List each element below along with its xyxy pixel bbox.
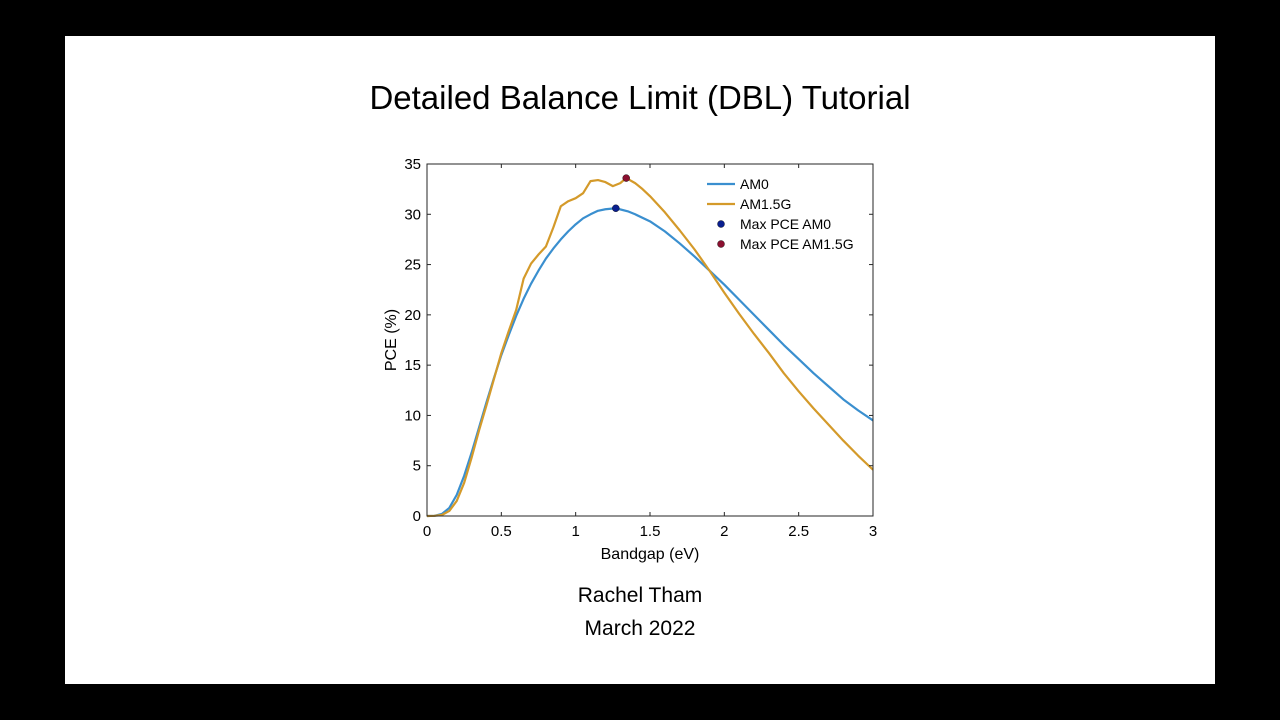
y-tick-label: 0	[413, 508, 421, 525]
x-tick-label: 3	[869, 523, 877, 540]
series-layer	[426, 174, 874, 518]
plot-area	[427, 164, 873, 516]
y-tick-label: 5	[413, 458, 421, 475]
legend-swatch	[717, 240, 725, 248]
marker-max-pce-am1-5g	[622, 174, 630, 182]
slide-title: Detailed Balance Limit (DBL) Tutorial	[369, 79, 911, 116]
marker-max-pce-am0	[612, 204, 620, 212]
y-tick-label: 15	[404, 357, 421, 374]
legend-swatch	[717, 220, 725, 228]
legend-label: AM1.5G	[740, 196, 791, 212]
plot-background	[427, 164, 873, 516]
y-tick-label: 30	[404, 206, 421, 223]
x-tick-label: 0.5	[491, 523, 512, 540]
x-tick-label: 1.5	[640, 523, 661, 540]
y-tick-label: 20	[404, 307, 421, 324]
legend-label: Max PCE AM0	[740, 216, 831, 232]
y-axis-label: PCE (%)	[383, 309, 400, 371]
y-tick-label: 25	[404, 257, 421, 274]
x-tick-label: 2	[720, 523, 728, 540]
x-tick-label: 2.5	[788, 523, 809, 540]
legend-label: Max PCE AM1.5G	[740, 236, 854, 252]
y-tick-label: 10	[404, 407, 421, 424]
x-tick-label: 0	[423, 523, 431, 540]
presentation-date: March 2022	[584, 617, 696, 640]
x-axis-label: Bandgap (eV)	[601, 546, 700, 563]
legend-label: AM0	[740, 176, 769, 192]
x-tick-label: 1	[571, 523, 579, 540]
y-tick-label: 35	[404, 156, 421, 173]
legend: AM0 AM1.5G Max PCE AM0 Max PCE AM1.5G	[707, 176, 854, 252]
series-line-am1-5g	[426, 176, 874, 518]
author-name: Rachel Tham	[577, 584, 703, 607]
